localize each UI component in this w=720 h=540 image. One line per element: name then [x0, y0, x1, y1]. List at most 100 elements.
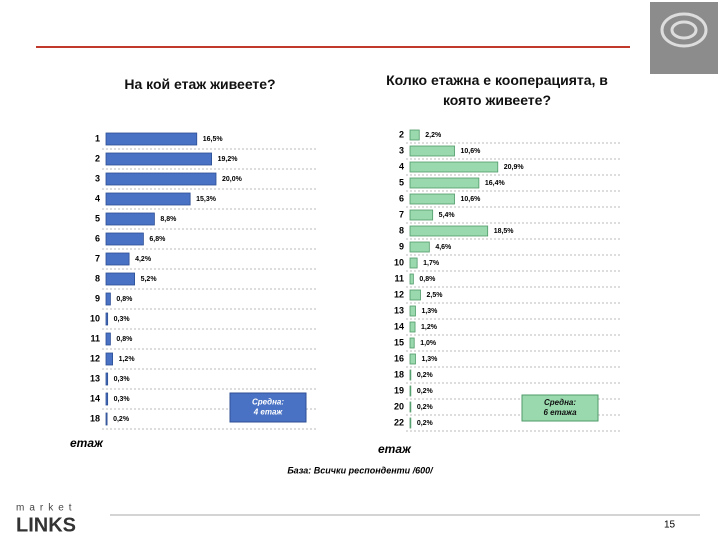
category-label: 18	[90, 413, 100, 423]
annotation-box	[521, 394, 599, 422]
bar	[105, 172, 217, 186]
category-label: 5	[399, 177, 404, 187]
category-label: 2	[95, 153, 100, 163]
value-label: 16,4%	[485, 180, 506, 187]
value-label: 16,5%	[203, 136, 224, 143]
bar	[105, 232, 144, 246]
value-label: 0,3%	[114, 396, 131, 403]
value-label: 5,2%	[141, 276, 158, 283]
category-label: 4	[95, 193, 100, 203]
value-label: 4,2%	[135, 256, 152, 263]
bar	[409, 289, 421, 301]
bar	[105, 212, 155, 226]
value-label: 8,8%	[160, 216, 177, 223]
chart-title: Колко етажна е кооперацията, в която жив…	[386, 72, 608, 108]
category-label: 14	[394, 321, 404, 331]
bar	[409, 273, 414, 285]
value-label: 19,2%	[218, 156, 239, 163]
bar	[409, 177, 480, 189]
value-label: 20,9%	[504, 164, 525, 171]
category-label: 13	[90, 373, 100, 383]
annotation-text: Средна:	[544, 398, 576, 407]
source-note: База: Всички респонденти /600/	[287, 465, 434, 475]
axis-label: етаж	[70, 436, 104, 450]
bar	[409, 257, 418, 269]
category-label: 8	[95, 273, 100, 283]
bar	[409, 369, 412, 381]
category-label: 7	[95, 253, 100, 263]
category-label: 9	[399, 241, 404, 251]
value-label: 0,3%	[114, 316, 131, 323]
value-label: 10,6%	[461, 196, 482, 203]
logo-spiral	[670, 20, 698, 40]
bar	[409, 305, 416, 317]
category-label: 13	[394, 305, 404, 315]
bar	[105, 312, 109, 326]
category-label: 12	[90, 353, 100, 363]
category-label: 19	[394, 385, 404, 395]
annotation-box	[229, 392, 307, 423]
category-label: 20	[394, 401, 404, 411]
value-label: 1,3%	[421, 308, 438, 315]
value-label: 1,7%	[423, 260, 440, 267]
category-label: 6	[399, 193, 404, 203]
category-label: 15	[394, 337, 404, 347]
value-label: 10,6%	[461, 148, 482, 155]
value-label: 0,2%	[417, 388, 434, 395]
bar	[409, 417, 412, 429]
value-label: 0,8%	[116, 336, 133, 343]
bar	[409, 129, 420, 141]
category-label: 8	[399, 225, 404, 235]
bar	[409, 401, 412, 413]
bar	[409, 225, 489, 237]
value-label: 5,4%	[439, 212, 456, 219]
bar	[105, 272, 136, 286]
category-label: 11	[394, 273, 404, 283]
category-label: 5	[95, 213, 100, 223]
category-label: 18	[394, 369, 404, 379]
logo-bottom: LINKS	[16, 514, 76, 536]
category-label: 4	[399, 161, 404, 171]
category-label: 7	[399, 209, 404, 219]
bar	[409, 193, 455, 205]
category-label: 9	[95, 293, 100, 303]
value-label: 0,2%	[417, 372, 434, 379]
value-label: 2,2%	[425, 132, 442, 139]
bar	[105, 392, 109, 406]
category-label: 11	[90, 333, 100, 343]
category-label: 1	[95, 133, 100, 143]
value-label: 1,2%	[119, 356, 136, 363]
bar	[409, 209, 434, 221]
category-label: 10	[90, 313, 100, 323]
value-label: 4,6%	[435, 244, 452, 251]
value-label: 1,3%	[421, 356, 438, 363]
value-label: 1,2%	[421, 324, 438, 331]
logo-top: market	[16, 503, 77, 514]
bar	[105, 372, 109, 386]
page-number: 15	[664, 520, 676, 531]
bar	[105, 192, 191, 206]
value-label: 1,0%	[420, 340, 437, 347]
value-label: 0,2%	[417, 404, 434, 411]
category-label: 6	[95, 233, 100, 243]
bar	[409, 161, 499, 173]
category-label: 12	[394, 289, 404, 299]
bar	[409, 385, 412, 397]
value-label: 18,5%	[494, 228, 515, 235]
bar	[409, 145, 455, 157]
category-label: 16	[394, 353, 404, 363]
axis-label: етаж	[378, 442, 412, 456]
annotation-text: 6 етажа	[543, 408, 577, 417]
chart-title: На кой етаж живеете?	[124, 76, 276, 92]
category-label: 3	[95, 173, 100, 183]
bar	[105, 152, 212, 166]
value-label: 0,8%	[419, 276, 436, 283]
category-label: 14	[90, 393, 100, 403]
bar	[105, 332, 111, 346]
value-label: 0,8%	[116, 296, 133, 303]
value-label: 20,0%	[222, 176, 243, 183]
bar	[105, 412, 108, 426]
bar	[105, 132, 198, 146]
category-label: 3	[399, 145, 404, 155]
